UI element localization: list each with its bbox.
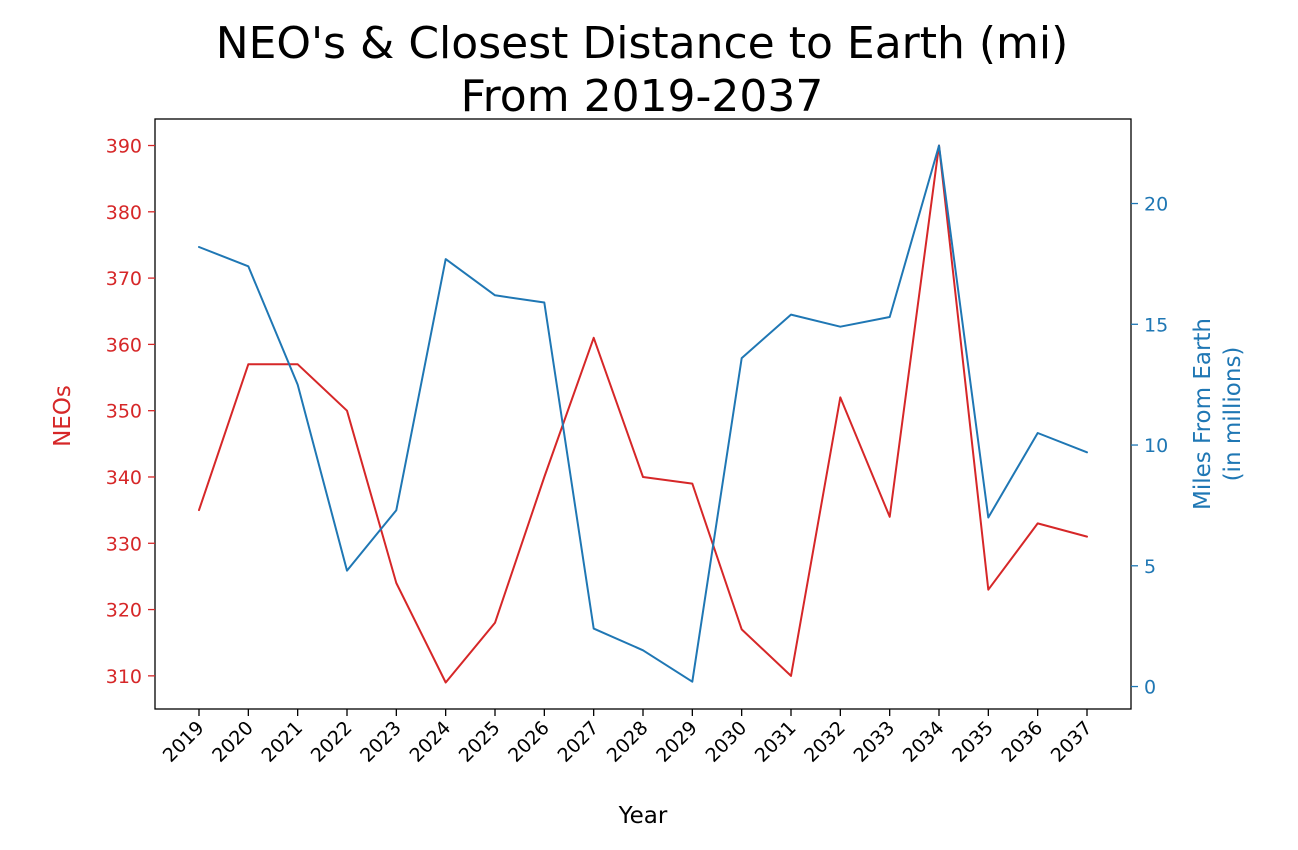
plot-area-frame	[154, 118, 1132, 710]
x-axis: 2019 2020 2021 2022 2023 2024 2025 2026 2027 2028…	[159, 709, 1097, 767]
series-layer	[198, 144, 1088, 684]
left-tick-label: 320	[106, 600, 142, 622]
left-tick-label: 360	[106, 334, 142, 356]
left-tick-label: 350	[106, 401, 142, 423]
chart-title: NEO's & Closest Distance to Earth (mi)	[216, 18, 1069, 69]
x-tick-label: 2030	[701, 717, 751, 767]
x-tick-label: 2020	[208, 717, 258, 767]
neo-count-line	[198, 144, 1088, 684]
left-tick-label: 330	[106, 533, 142, 555]
right-tick-label: 0	[1144, 677, 1156, 699]
right-tick-label: 10	[1144, 435, 1168, 457]
right-axis: 0 5 10 15 20	[1131, 194, 1168, 699]
right-tick-label: 5	[1144, 556, 1156, 578]
y-axis-left-label: NEOs	[50, 385, 76, 447]
left-tick-label: 380	[106, 202, 142, 224]
x-tick-label: 2027	[553, 717, 603, 767]
x-tick-label: 2025	[455, 717, 505, 767]
x-tick-label: 2034	[899, 717, 949, 767]
chart-subtitle: From 2019-2037	[461, 71, 824, 122]
right-tick-label: 20	[1144, 194, 1168, 216]
x-tick-label: 2021	[257, 717, 307, 767]
x-tick-label: 2036	[997, 717, 1047, 767]
x-tick-label: 2037	[1047, 717, 1097, 767]
x-tick-label: 2035	[948, 717, 998, 767]
x-tick-label: 2028	[603, 717, 653, 767]
left-tick-label: 340	[106, 467, 142, 489]
y-axis-right-label-line2: (in millions)	[1220, 347, 1246, 482]
distance-line	[198, 144, 1088, 683]
x-tick-label: 2023	[356, 717, 406, 767]
right-tick-label: 15	[1144, 314, 1168, 336]
x-tick-label: 2033	[849, 717, 899, 767]
left-tick-label: 370	[106, 268, 142, 290]
x-tick-label: 2031	[751, 717, 801, 767]
x-tick-label: 2022	[307, 717, 357, 767]
left-tick-label: 390	[106, 136, 142, 158]
left-tick-label: 310	[106, 666, 142, 688]
x-tick-label: 2024	[405, 717, 455, 767]
x-axis-label: Year	[618, 803, 668, 829]
x-tick-label: 2029	[652, 717, 702, 767]
x-tick-label: 2019	[159, 717, 209, 767]
x-tick-label: 2026	[504, 717, 554, 767]
left-axis: 310 320 330 340 350 360 370 380 390	[106, 136, 155, 688]
y-axis-right-label-line1: Miles From Earth	[1190, 318, 1216, 510]
x-tick-label: 2032	[800, 717, 850, 767]
